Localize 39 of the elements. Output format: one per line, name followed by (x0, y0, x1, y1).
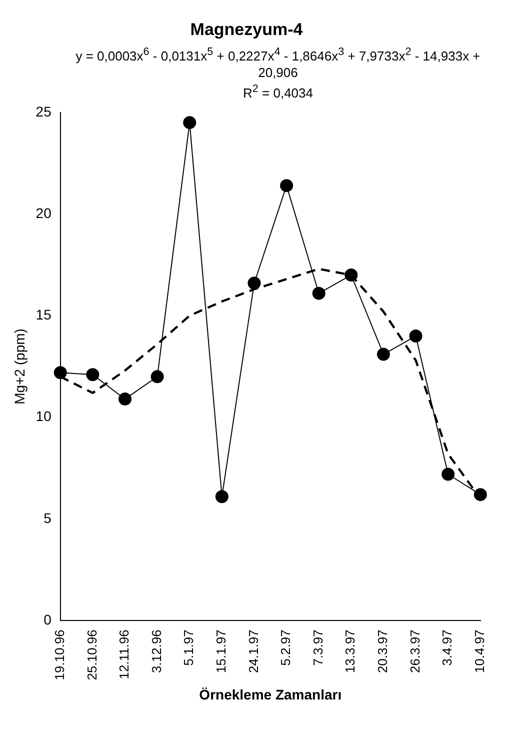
x-tick-label: 12.11.96 (116, 630, 132, 680)
x-tick-label: 3.12.96 (148, 630, 164, 673)
x-tick-label: 24.1.97 (246, 630, 261, 673)
y-tick-label: 0 (44, 611, 52, 628)
x-tick-label: 7.3.97 (310, 630, 326, 666)
point (409, 330, 422, 343)
y-tick-label: 20 (36, 204, 52, 221)
point (312, 286, 326, 300)
chart-title: Magnezyum-4 (190, 20, 304, 39)
x-tick-label: 26.3.97 (407, 630, 422, 673)
point (474, 488, 487, 502)
text: y = 0,0003x$^{6}$ - 0,0131x$^{5}$ + 0,2227x$^{4}$ - 1,8646x$^{3}$ + 7,9733x$^{2}$ - 14,933x + 20,906 (76, 46, 480, 80)
y-tick-label: 5 (44, 510, 52, 526)
y-axis-title: Mg+2 (ppm) (11, 328, 28, 404)
x-tick-label: 5.2.97 (278, 630, 294, 666)
x-tick-label: 10.4.97 (472, 630, 487, 673)
y-tick-label: 15 (36, 306, 52, 323)
x-tick-label: 3.4.97 (440, 630, 455, 666)
point (150, 370, 164, 384)
point (183, 116, 196, 130)
x-axis-title: Örnekleme Zamanları (199, 686, 342, 702)
point (248, 276, 261, 290)
y-tick-label: 10 (36, 408, 52, 424)
point (118, 392, 132, 406)
x-tick-label: 20.3.97 (375, 630, 390, 673)
x-tick-label: 19.10.96 (52, 630, 67, 680)
x-tick-label: 13.3.97 (342, 630, 358, 673)
x-tick-label: 25.10.96 (84, 630, 100, 680)
point (376, 348, 390, 361)
point (344, 268, 358, 282)
x-tick-label: 5.1.97 (181, 630, 196, 666)
point (54, 366, 67, 380)
point (215, 490, 228, 504)
point (86, 368, 100, 382)
y-tick-label: 25 (36, 103, 52, 120)
text: R$^{2}$ = 0,4034 (242, 82, 314, 102)
point (280, 179, 294, 192)
point (442, 468, 455, 481)
x-tick-label: 15.1.97 (214, 630, 228, 673)
